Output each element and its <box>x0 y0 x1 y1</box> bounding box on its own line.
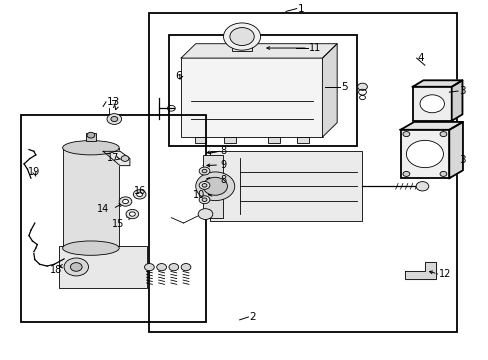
Circle shape <box>195 172 234 201</box>
Circle shape <box>199 196 209 204</box>
Bar <box>194 137 206 143</box>
Circle shape <box>419 95 444 113</box>
Text: 5: 5 <box>340 82 347 93</box>
Text: 8: 8 <box>220 175 226 185</box>
Polygon shape <box>451 80 462 121</box>
Text: 16: 16 <box>134 186 146 197</box>
Circle shape <box>202 198 206 202</box>
Circle shape <box>415 181 428 191</box>
Text: 17: 17 <box>107 153 119 163</box>
Circle shape <box>229 28 254 45</box>
Text: 14: 14 <box>97 204 109 215</box>
Polygon shape <box>181 44 336 58</box>
Polygon shape <box>412 80 462 87</box>
Text: 8: 8 <box>220 146 226 156</box>
Polygon shape <box>322 44 336 137</box>
Text: 19: 19 <box>27 167 40 177</box>
Circle shape <box>406 140 443 168</box>
Text: 1: 1 <box>298 4 304 14</box>
Bar <box>210 151 361 221</box>
Bar <box>400 130 448 178</box>
Circle shape <box>64 258 88 276</box>
Circle shape <box>199 167 209 175</box>
Circle shape <box>133 190 146 199</box>
Circle shape <box>357 83 366 90</box>
Text: 10: 10 <box>193 190 205 200</box>
Bar <box>267 137 279 143</box>
Circle shape <box>70 263 82 271</box>
Bar <box>203 155 222 218</box>
Polygon shape <box>103 151 130 166</box>
Bar <box>21 116 206 321</box>
Circle shape <box>439 132 446 136</box>
Circle shape <box>202 184 206 187</box>
Polygon shape <box>448 122 462 178</box>
Circle shape <box>181 264 190 271</box>
Text: 2: 2 <box>249 312 256 322</box>
Text: 15: 15 <box>112 219 124 229</box>
Text: 9: 9 <box>220 160 226 170</box>
Circle shape <box>203 177 227 195</box>
Polygon shape <box>405 262 435 279</box>
Text: 6: 6 <box>174 71 181 81</box>
Bar <box>224 137 235 143</box>
Circle shape <box>198 209 212 220</box>
Circle shape <box>402 171 409 176</box>
Bar <box>62 148 119 248</box>
Bar <box>232 37 251 51</box>
Text: 4: 4 <box>417 53 424 63</box>
Circle shape <box>168 264 178 271</box>
Circle shape <box>121 156 129 161</box>
Circle shape <box>107 114 122 125</box>
Bar <box>59 246 147 288</box>
Bar <box>181 58 322 137</box>
Circle shape <box>129 212 135 216</box>
Circle shape <box>202 169 206 173</box>
Ellipse shape <box>62 140 119 155</box>
Circle shape <box>223 23 260 50</box>
Circle shape <box>144 264 154 271</box>
Text: 18: 18 <box>49 265 61 275</box>
Bar <box>86 134 96 141</box>
Bar <box>297 137 308 143</box>
Text: 13: 13 <box>107 97 120 107</box>
Circle shape <box>126 210 139 219</box>
Text: 12: 12 <box>438 269 450 279</box>
Circle shape <box>137 192 142 197</box>
Bar <box>168 35 356 146</box>
Text: 11: 11 <box>308 43 321 53</box>
Circle shape <box>199 181 209 189</box>
Circle shape <box>402 132 409 136</box>
Circle shape <box>439 171 446 176</box>
Circle shape <box>111 117 118 122</box>
Text: 3: 3 <box>458 155 465 165</box>
Circle shape <box>157 264 166 271</box>
Bar <box>412 87 451 121</box>
Circle shape <box>87 132 95 138</box>
Bar <box>149 13 456 332</box>
Ellipse shape <box>62 241 119 255</box>
Circle shape <box>119 197 132 206</box>
Polygon shape <box>400 122 462 130</box>
Text: 7: 7 <box>110 100 117 110</box>
Circle shape <box>122 199 128 204</box>
Text: 3: 3 <box>458 86 465 96</box>
